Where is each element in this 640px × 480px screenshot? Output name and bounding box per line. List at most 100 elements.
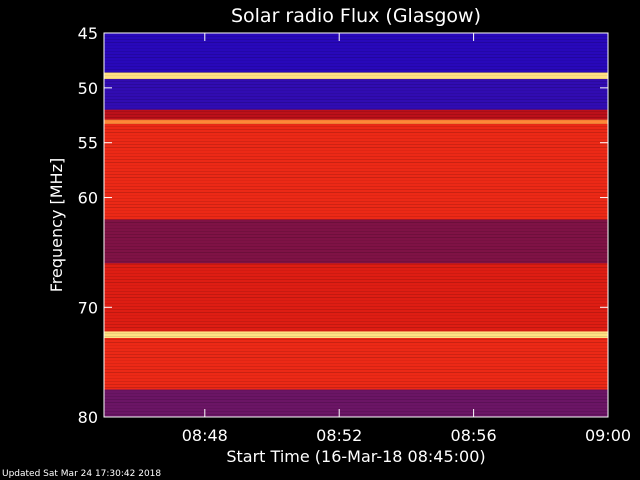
texture-stripe xyxy=(104,78,608,79)
texture-stripe xyxy=(104,57,608,58)
texture-stripe xyxy=(104,72,608,73)
frequency-band-10 xyxy=(104,389,608,417)
texture-stripe xyxy=(104,303,608,304)
y-tick-label: 80 xyxy=(78,408,98,427)
texture-stripe xyxy=(104,264,608,265)
texture-stripe xyxy=(104,372,608,373)
texture-stripe xyxy=(104,342,608,343)
texture-stripe xyxy=(104,99,608,100)
texture-stripe xyxy=(104,147,608,148)
texture-stripe xyxy=(104,225,608,226)
texture-stripe xyxy=(104,252,608,253)
texture-stripe xyxy=(104,276,608,277)
texture-stripe xyxy=(104,300,608,301)
texture-stripe xyxy=(104,183,608,184)
texture-stripe xyxy=(104,60,608,61)
frequency-band-1 xyxy=(104,72,608,80)
texture-stripe xyxy=(104,180,608,181)
texture-stripe xyxy=(104,288,608,289)
x-tick-label: 09:00 xyxy=(585,426,631,445)
texture-stripe xyxy=(104,348,608,349)
texture-stripe xyxy=(104,327,608,328)
texture-stripe xyxy=(104,171,608,172)
texture-stripe xyxy=(104,339,608,340)
texture-stripe xyxy=(104,114,608,115)
texture-stripe xyxy=(104,48,608,49)
texture-stripe xyxy=(104,246,608,247)
texture-stripe xyxy=(104,285,608,286)
texture-stripe xyxy=(104,201,608,202)
texture-stripe xyxy=(104,321,608,322)
texture-stripe xyxy=(104,393,608,394)
texture-stripe xyxy=(104,87,608,88)
texture-stripe xyxy=(104,144,608,145)
texture-stripe xyxy=(104,345,608,346)
texture-stripe xyxy=(104,318,608,319)
texture-stripe xyxy=(104,177,608,178)
texture-stripe xyxy=(104,192,608,193)
frequency-band-8 xyxy=(104,331,608,339)
texture-stripe xyxy=(104,216,608,217)
texture-stripe xyxy=(104,411,608,412)
texture-stripe xyxy=(104,249,608,250)
texture-stripe xyxy=(104,333,608,334)
texture-stripe xyxy=(104,405,608,406)
texture-stripe xyxy=(104,204,608,205)
texture-stripe xyxy=(104,120,608,121)
y-tick-label: 60 xyxy=(78,189,98,208)
texture-stripe xyxy=(104,234,608,235)
texture-stripe xyxy=(104,354,608,355)
texture-stripe xyxy=(104,159,608,160)
texture-stripe xyxy=(104,231,608,232)
texture-stripe xyxy=(104,90,608,91)
texture-stripe xyxy=(104,75,608,76)
texture-stripe xyxy=(104,324,608,325)
texture-stripe xyxy=(104,219,608,220)
x-tick-label: 08:56 xyxy=(451,426,497,445)
texture-stripe xyxy=(104,84,608,85)
texture-stripe xyxy=(104,111,608,112)
texture-stripe xyxy=(104,162,608,163)
texture-stripe xyxy=(104,123,608,124)
texture-stripe xyxy=(104,228,608,229)
texture-stripe xyxy=(104,402,608,403)
texture-stripe xyxy=(104,255,608,256)
texture-stripe xyxy=(104,297,608,298)
texture-stripe xyxy=(104,51,608,52)
frequency-band-6 xyxy=(104,219,608,264)
texture-stripe xyxy=(104,396,608,397)
texture-stripe xyxy=(104,378,608,379)
texture-stripe xyxy=(104,210,608,211)
y-tick-label: 70 xyxy=(78,298,98,317)
texture-stripe xyxy=(104,69,608,70)
texture-stripe xyxy=(104,363,608,364)
texture-stripe xyxy=(104,282,608,283)
y-axis: 45 50 55 60 70 80 xyxy=(78,24,608,427)
plot-frame xyxy=(103,32,609,418)
texture-stripe xyxy=(104,105,608,106)
texture-stripe xyxy=(104,165,608,166)
texture-stripe xyxy=(104,261,608,262)
texture-stripe xyxy=(104,375,608,376)
y-axis-label: Frequency [MHz] xyxy=(47,158,66,292)
y-tick-label: 50 xyxy=(78,79,98,98)
texture-stripe xyxy=(104,309,608,310)
texture-stripe xyxy=(104,66,608,67)
frequency-band-9 xyxy=(104,338,608,390)
texture-stripe xyxy=(104,270,608,271)
texture-stripe xyxy=(104,267,608,268)
texture-stripe xyxy=(104,222,608,223)
texture-stripe xyxy=(104,168,608,169)
texture-stripe xyxy=(104,141,608,142)
y-tick-label: 55 xyxy=(78,134,98,153)
x-axis: 08:48 08:52 08:56 09:00 xyxy=(182,33,631,445)
texture-stripe xyxy=(104,399,608,400)
chart-title: Solar radio Flux (Glasgow) xyxy=(231,5,481,27)
texture-stripe xyxy=(104,315,608,316)
texture-stripe xyxy=(104,357,608,358)
texture-stripe xyxy=(104,351,608,352)
texture-stripe xyxy=(104,186,608,187)
texture-stripe xyxy=(104,381,608,382)
texture-stripe xyxy=(104,408,608,409)
texture-stripe xyxy=(104,195,608,196)
